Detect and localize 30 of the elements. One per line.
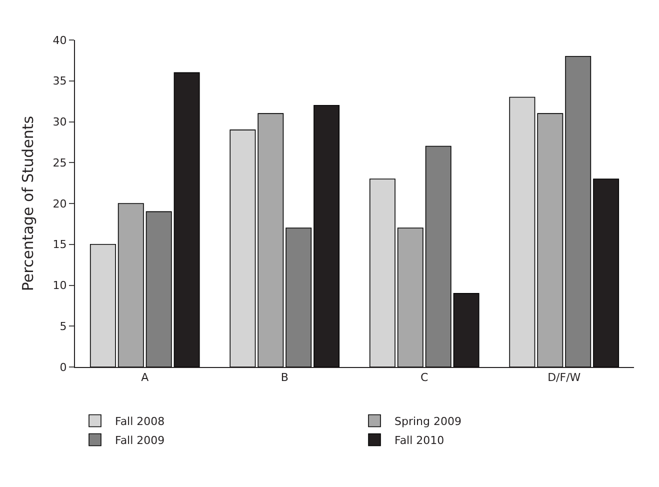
bar [258,113,284,367]
bar [118,203,144,367]
legend-label: Fall 2008 [115,415,165,428]
y-tick-label: 5 [60,320,67,333]
y-tick-label: 25 [52,156,67,170]
bar [286,228,312,367]
bar [537,113,564,367]
y-axis-title: Percentage of Students [19,116,38,292]
x-tick-label: A [141,371,150,384]
x-tick-label: B [280,371,288,384]
y-tick-label: 40 [52,34,67,47]
x-tick-label: C [420,371,429,384]
y-tick-label: 20 [52,197,67,210]
legend-label: Fall 2010 [394,434,444,448]
y-tick-label: 0 [60,360,67,374]
bar [146,211,172,367]
y-tick-label: 30 [52,116,67,129]
y-tick-label: 15 [52,238,67,252]
bar [90,244,116,367]
y-tick-label: 10 [52,279,67,292]
bar [509,96,536,367]
legend-label: Fall 2009 [115,434,165,448]
bar [369,178,396,367]
bar [397,228,424,367]
bar [425,146,452,367]
legend-label: Spring 2009 [394,415,462,428]
bar [230,130,256,367]
y-tick-label: 35 [52,74,67,88]
x-tick-label: D/F/W [548,371,581,384]
bar [565,56,592,367]
